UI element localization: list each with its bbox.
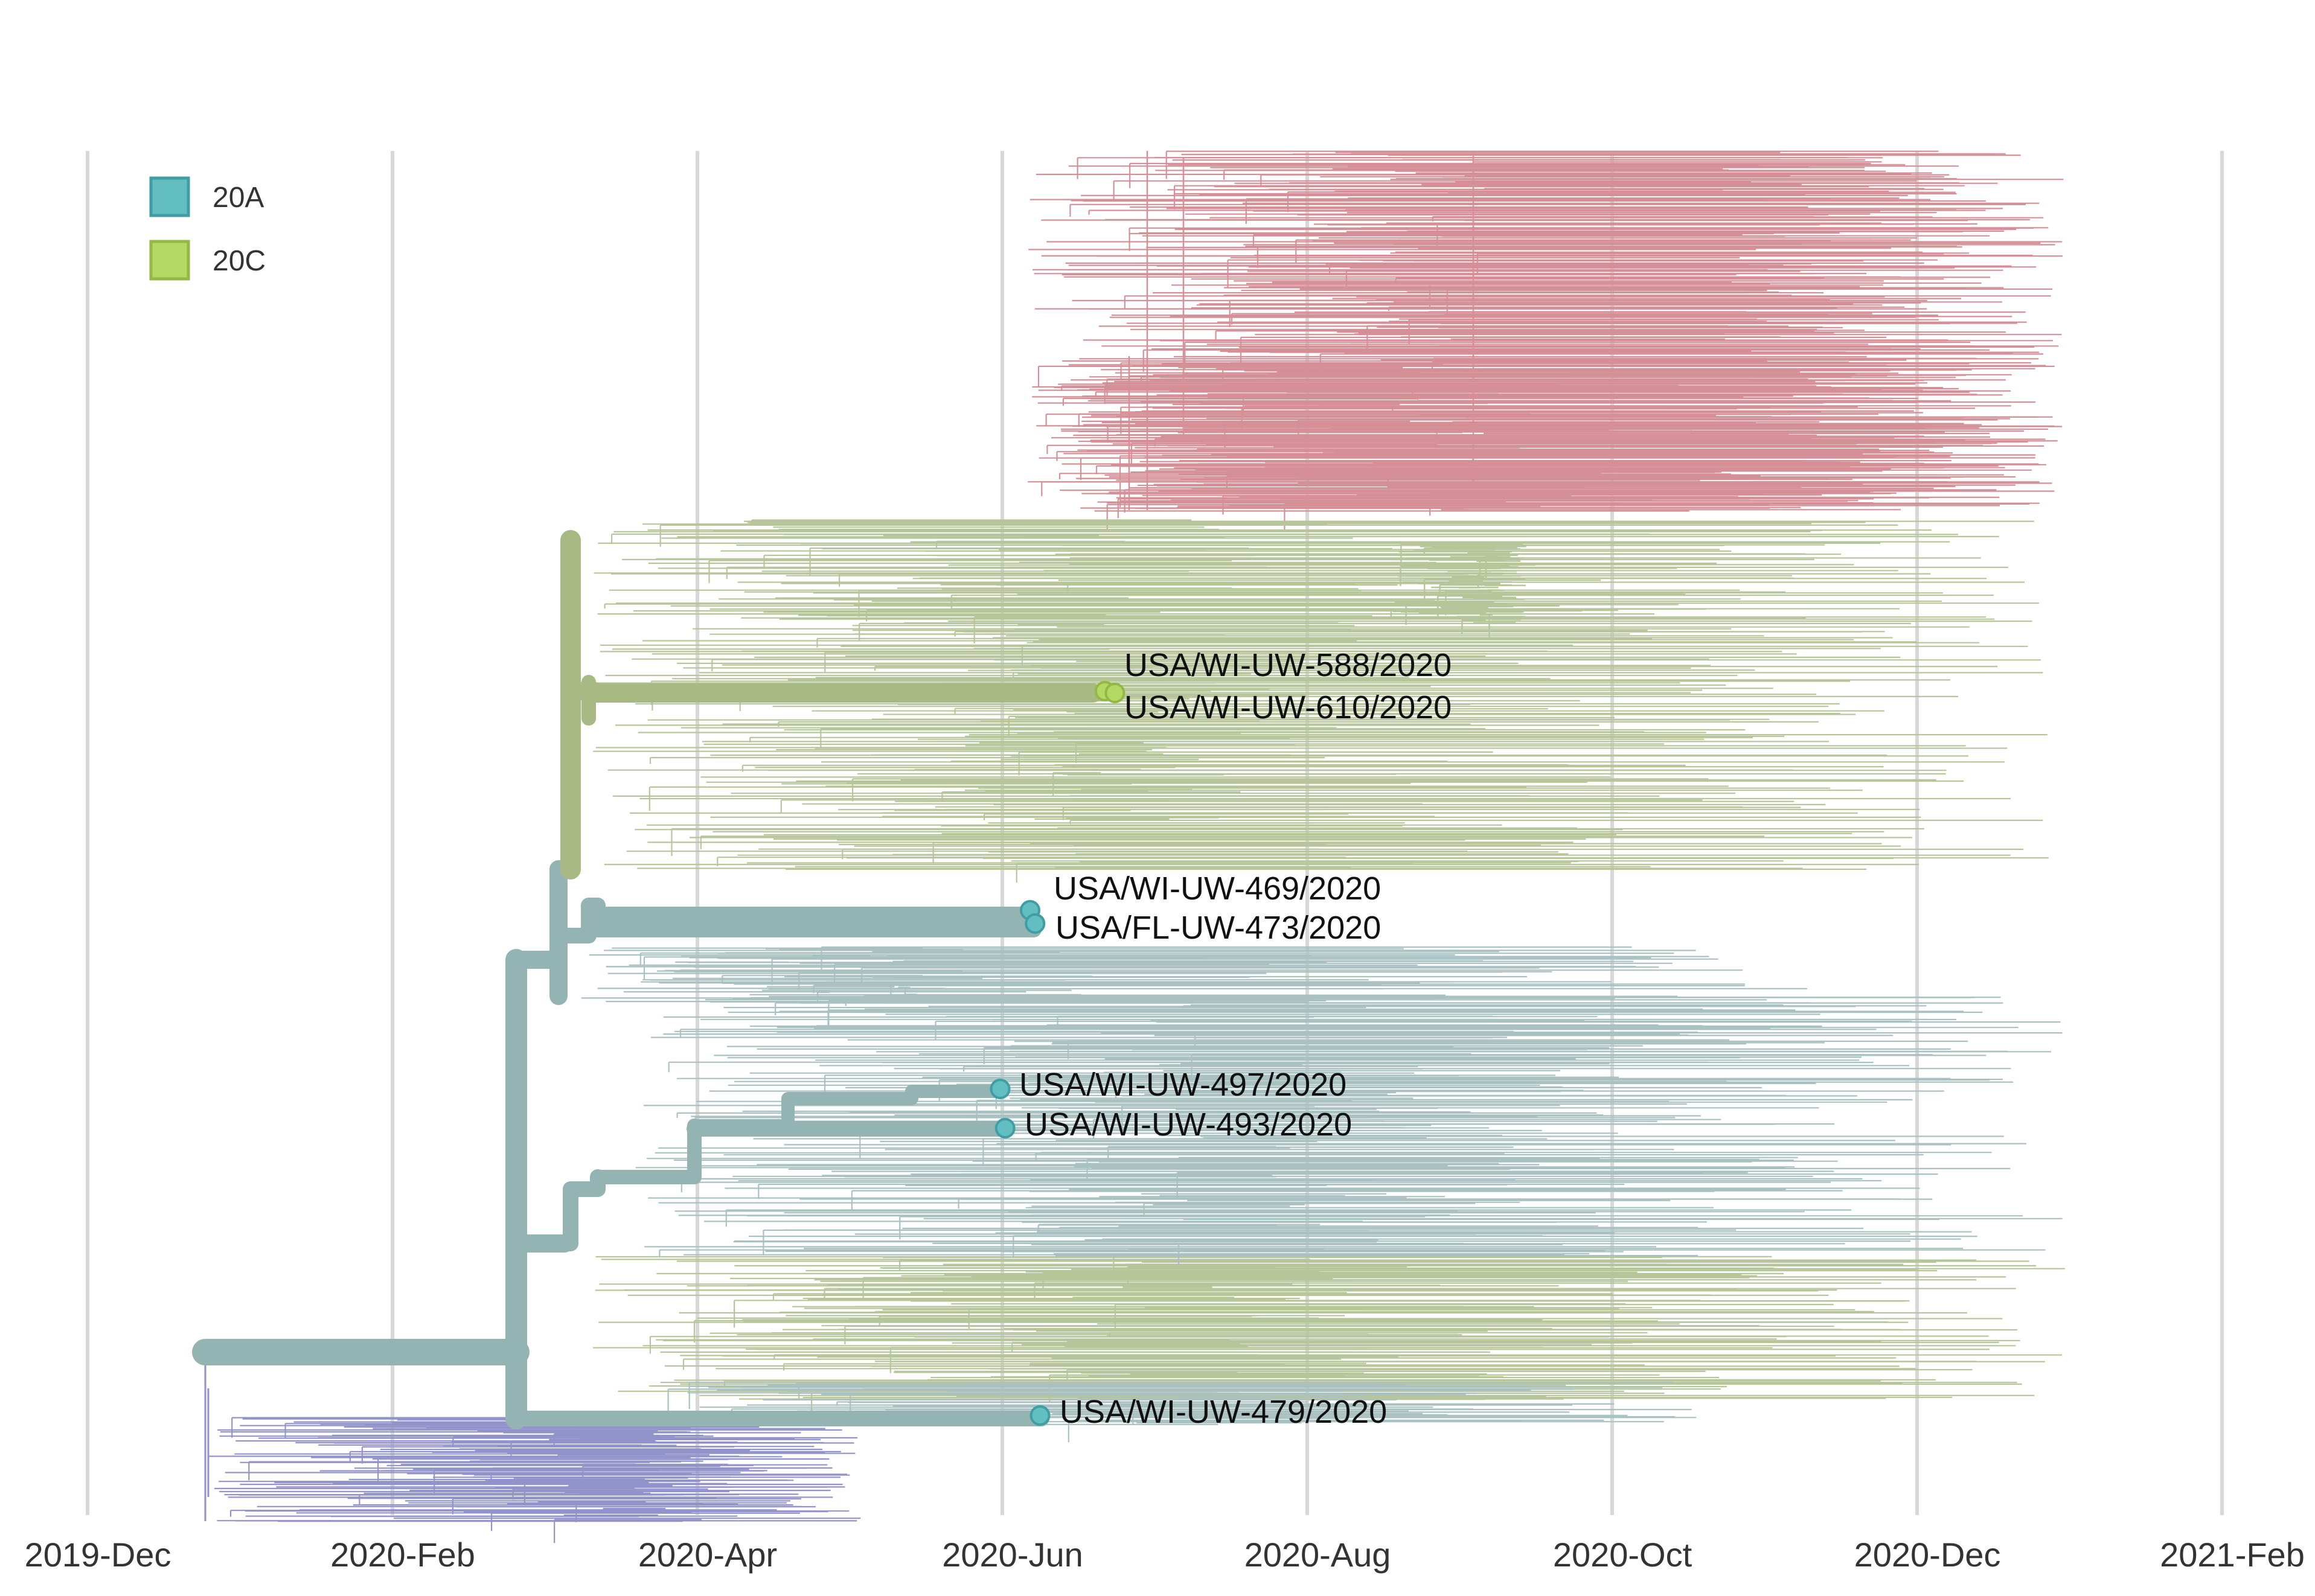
axis-tick-label: 2020-Oct: [1553, 1536, 1692, 1574]
tip-label[interactable]: USA/FL-UW-473/2020: [1055, 910, 1381, 946]
legend-label: 20C: [213, 245, 266, 277]
highlight-branch: [551, 898, 1034, 943]
background-branches: [204, 150, 2065, 1543]
axis-tick-label: 2020-Feb: [330, 1536, 475, 1574]
highlight-branch: [563, 1169, 606, 1251]
tip-marker[interactable]: [994, 1118, 1016, 1138]
highlight-branch: [688, 1085, 1009, 1132]
legend-label: 20A: [213, 182, 264, 214]
legend-item-20c[interactable]: 20C: [149, 240, 266, 281]
context-branches-teal: [635, 994, 2063, 1268]
tip-label[interactable]: USA/WI-UW-497/2020: [1019, 1067, 1346, 1103]
tip-marker[interactable]: [1104, 683, 1125, 703]
time-axis: 2019-Dec 2020-Feb 2020-Apr 2020-Jun 2020-Aug…: [25, 1536, 2305, 1574]
axis-tick-label: 2019-Dec: [25, 1536, 171, 1574]
context-branches-teal: [665, 1382, 1697, 1443]
axis-tick-label: 2020-Aug: [1244, 1536, 1391, 1574]
tip-markers: USA/WI-UW-588/2020 USA/WI-UW-610/2020 USA/…: [990, 647, 1452, 1430]
context-stem-blue: [204, 1352, 210, 1521]
context-branches-blue: [209, 1417, 861, 1543]
axis-tick-label: 2020-Apr: [638, 1536, 777, 1574]
tip-marker[interactable]: [1029, 1405, 1051, 1426]
tip-label[interactable]: USA/WI-UW-479/2020: [1060, 1394, 1387, 1430]
context-stem-red: [1128, 151, 1474, 510]
highlight-branch: [591, 1119, 702, 1184]
tip-marker[interactable]: [1025, 913, 1046, 934]
axis-tick-label: 2020-Jun: [942, 1536, 1083, 1574]
axis-tick-label: 2021-Feb: [2160, 1536, 2305, 1574]
tip-label[interactable]: USA/WI-UW-493/2020: [1025, 1106, 1352, 1143]
legend-swatch: [149, 176, 190, 217]
context-branches-red: [1056, 362, 2063, 531]
context-branches-green: [1389, 543, 1526, 640]
tip-label[interactable]: USA/WI-UW-588/2020: [1124, 647, 1452, 683]
clade-legend: 20A 20C: [149, 176, 266, 281]
tip-label[interactable]: USA/WI-UW-610/2020: [1124, 689, 1452, 726]
tip-marker[interactable]: [990, 1079, 1011, 1099]
tip-label[interactable]: USA/WI-UW-469/2020: [1054, 870, 1381, 907]
axis-tick-label: 2020-Dec: [1854, 1536, 2001, 1574]
legend-item-20a[interactable]: 20A: [149, 176, 264, 217]
legend-swatch: [149, 240, 190, 281]
highlighted-branches: [192, 530, 1103, 1429]
